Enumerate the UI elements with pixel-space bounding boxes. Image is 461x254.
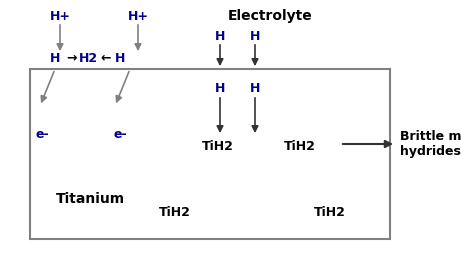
Text: TiH2: TiH2 — [314, 205, 346, 218]
Text: TiH2: TiH2 — [202, 139, 234, 152]
Text: H: H — [50, 52, 60, 65]
Text: e-: e- — [113, 128, 127, 140]
Text: TiH2: TiH2 — [159, 205, 191, 218]
Text: H+: H+ — [128, 9, 148, 23]
Text: TiH2: TiH2 — [284, 139, 316, 152]
Text: ←: ← — [101, 52, 111, 65]
Text: Brittle metal
hydrides: Brittle metal hydrides — [400, 130, 461, 158]
Text: H: H — [115, 52, 125, 65]
Text: e-: e- — [35, 128, 49, 140]
Text: H2: H2 — [78, 52, 98, 65]
Bar — [30, 69, 390, 239]
Text: H+: H+ — [49, 9, 71, 23]
Text: H: H — [250, 29, 260, 42]
Text: H: H — [250, 83, 260, 96]
Text: H: H — [215, 29, 225, 42]
Text: H: H — [215, 83, 225, 96]
Text: Titanium: Titanium — [55, 192, 124, 206]
Text: →: → — [67, 52, 77, 65]
Text: Electrolyte: Electrolyte — [228, 9, 313, 23]
